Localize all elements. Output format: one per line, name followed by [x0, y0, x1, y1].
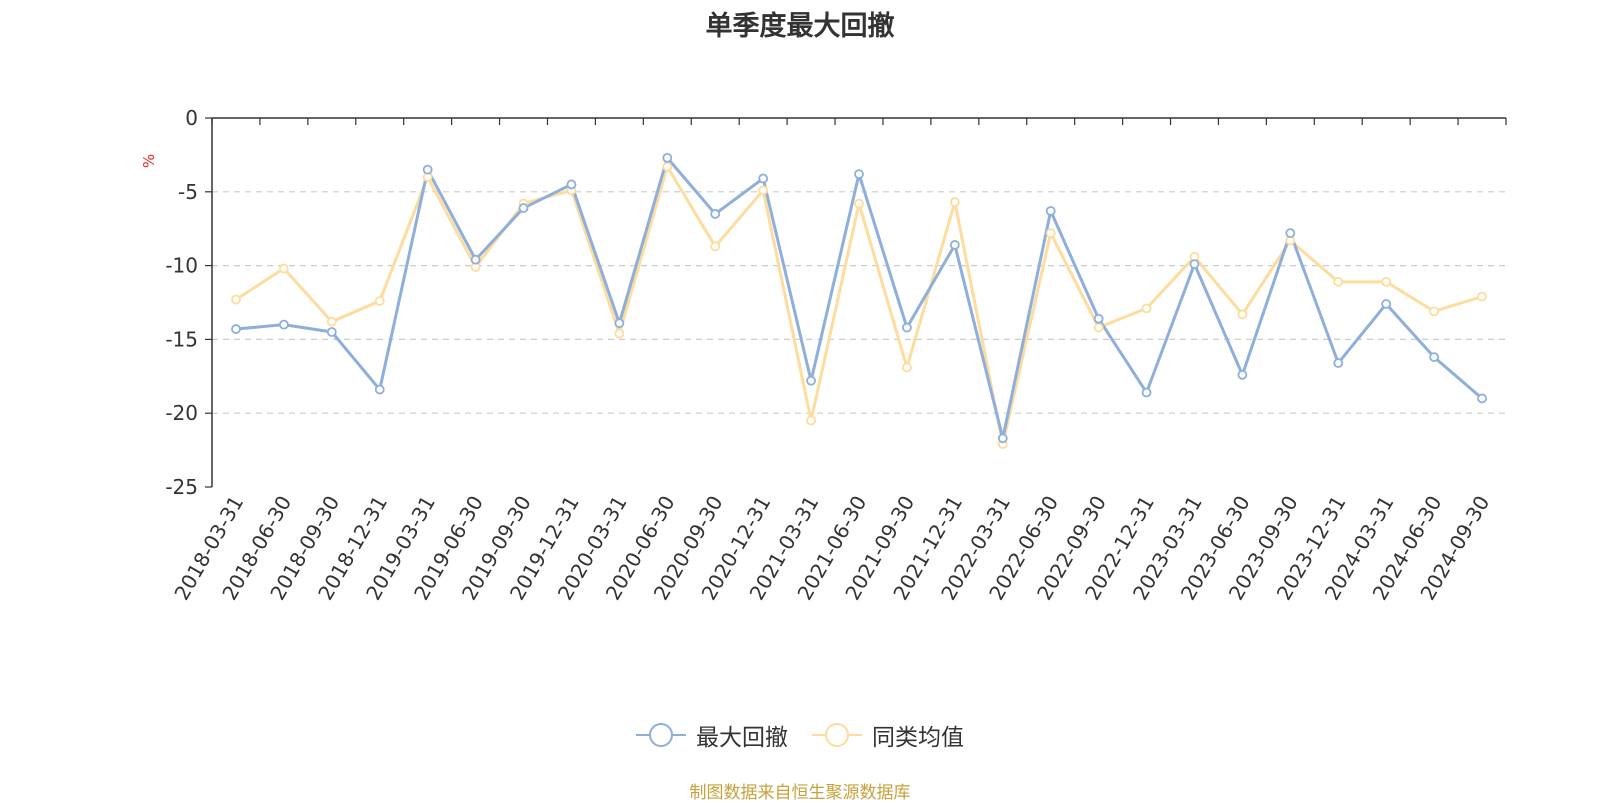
data-point-max-drawdown[interactable]	[1333, 358, 1344, 368]
data-point-max-drawdown[interactable]	[518, 203, 529, 213]
data-point-peer-average[interactable]	[326, 316, 337, 327]
data-point-max-drawdown[interactable]	[854, 169, 864, 179]
axes: 0-5-10-15-20-252018-03-312018-06-302018-…	[165, 106, 1507, 604]
data-point-max-drawdown[interactable]	[1381, 299, 1392, 309]
legend: 最大回撤 同类均值	[0, 718, 1600, 752]
data-point-max-drawdown[interactable]	[278, 319, 289, 330]
data-point-max-drawdown[interactable]	[231, 324, 241, 334]
data-point-max-drawdown[interactable]	[1285, 228, 1296, 239]
legend-item-max-drawdown[interactable]: 最大回撤	[636, 718, 788, 752]
data-point-peer-average[interactable]	[1429, 306, 1440, 317]
data-point-peer-average[interactable]	[662, 161, 673, 172]
legend-label-peer-average: 同类均值	[872, 725, 964, 751]
data-point-peer-average[interactable]	[1141, 303, 1152, 314]
data-point-peer-average[interactable]	[758, 185, 769, 196]
data-point-max-drawdown[interactable]	[470, 254, 481, 265]
y-tick-label: -25	[165, 475, 198, 499]
data-point-max-drawdown[interactable]	[997, 433, 1008, 444]
data-point-max-drawdown[interactable]	[662, 152, 673, 163]
data-point-max-drawdown[interactable]	[614, 318, 625, 329]
data-point-peer-average[interactable]	[231, 294, 241, 305]
data-point-peer-average[interactable]	[1045, 228, 1056, 239]
y-tick-label: -20	[165, 401, 198, 425]
y-axis-unit-label: %	[140, 154, 158, 168]
data-point-peer-average[interactable]	[854, 198, 864, 209]
data-point-peer-average[interactable]	[614, 328, 625, 339]
data-point-peer-average[interactable]	[374, 296, 385, 306]
data-point-max-drawdown[interactable]	[566, 179, 577, 190]
legend-label-max-drawdown: 最大回撤	[696, 725, 788, 751]
legend-swatch-max-drawdown	[636, 723, 686, 747]
data-point-max-drawdown[interactable]	[1141, 387, 1152, 398]
y-tick-label: 0	[185, 106, 198, 130]
y-tick-label: -15	[165, 327, 198, 351]
data-point-peer-average[interactable]	[902, 362, 912, 373]
chart-title: 单季度最大回撤	[705, 11, 895, 42]
data-point-peer-average[interactable]	[806, 415, 816, 426]
data-point-peer-average[interactable]	[278, 263, 289, 274]
data-point-max-drawdown[interactable]	[710, 209, 721, 219]
legend-item-peer-average[interactable]: 同类均值	[812, 718, 964, 752]
data-point-max-drawdown[interactable]	[326, 327, 337, 337]
y-tick-label: -5	[178, 180, 198, 204]
data-point-max-drawdown[interactable]	[374, 384, 385, 395]
data-point-max-drawdown[interactable]	[949, 240, 960, 250]
data-point-peer-average[interactable]	[1093, 322, 1104, 333]
data-point-max-drawdown[interactable]	[758, 173, 769, 184]
data-point-max-drawdown[interactable]	[422, 164, 433, 175]
data-point-peer-average[interactable]	[949, 197, 960, 208]
grid-lines	[212, 191, 1506, 414]
data-point-peer-average[interactable]	[1333, 276, 1344, 287]
source-note: 制图数据来自恒生聚源数据库	[689, 783, 911, 803]
data-point-max-drawdown[interactable]	[902, 322, 912, 333]
series-layer	[231, 152, 1487, 450]
data-point-max-drawdown[interactable]	[1237, 369, 1248, 380]
data-point-peer-average[interactable]	[710, 241, 721, 252]
data-point-max-drawdown[interactable]	[1477, 393, 1487, 404]
y-tick-label: -10	[165, 254, 198, 278]
data-point-peer-average[interactable]	[1237, 309, 1248, 320]
data-point-max-drawdown[interactable]	[806, 375, 816, 386]
data-point-max-drawdown[interactable]	[1093, 313, 1104, 324]
data-point-max-drawdown[interactable]	[1045, 206, 1056, 216]
data-point-peer-average[interactable]	[1381, 276, 1392, 287]
data-point-max-drawdown[interactable]	[1429, 352, 1440, 363]
data-point-peer-average[interactable]	[1477, 291, 1487, 302]
legend-swatch-peer-average	[812, 723, 862, 747]
data-point-max-drawdown[interactable]	[1189, 259, 1200, 270]
